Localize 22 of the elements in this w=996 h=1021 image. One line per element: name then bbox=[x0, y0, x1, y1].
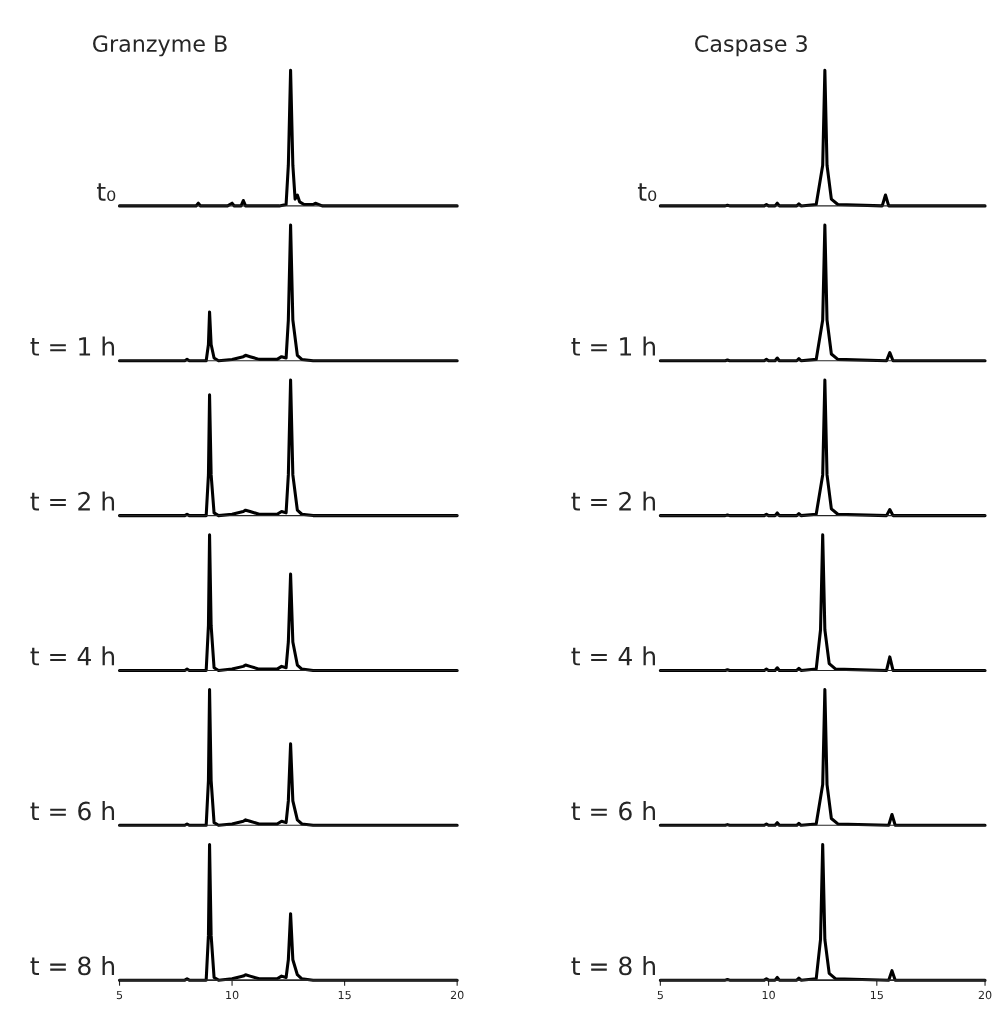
chart-title: Granzyme B bbox=[93, 35, 227, 57]
y-axis-title: t₀ bbox=[637, 183, 657, 201]
x-tick-label: 5 bbox=[657, 990, 663, 1000]
y-axis-title: t = 8 h bbox=[30, 955, 115, 976]
x-tick-label: 10 bbox=[226, 990, 239, 1000]
y-axis-title: t₀ bbox=[96, 183, 116, 201]
y-axis-title: t = 6 h bbox=[30, 801, 115, 821]
y-axis-title: t = 4 h bbox=[30, 646, 115, 666]
chart-title: Caspase 3 bbox=[695, 35, 807, 57]
y-axis-title: t = 2 h bbox=[571, 491, 655, 511]
y-axis-title: t = 6 h bbox=[571, 801, 655, 821]
x-tick-label: 10 bbox=[762, 990, 775, 1000]
x-tick-label: 20 bbox=[450, 990, 464, 1000]
x-tick-label: 20 bbox=[978, 990, 992, 1000]
y-axis-title: t = 8 h bbox=[571, 955, 655, 976]
y-axis-title: t = 1 h bbox=[571, 336, 655, 356]
x-tick-label: 5 bbox=[116, 990, 123, 1000]
x-tick-label: 15 bbox=[870, 990, 883, 1000]
y-axis-title: t = 1 h bbox=[30, 336, 115, 356]
x-tick-label: 15 bbox=[338, 990, 351, 1000]
y-axis-title: t = 4 h bbox=[571, 646, 655, 666]
y-axis-title: t = 2 h bbox=[30, 491, 115, 511]
